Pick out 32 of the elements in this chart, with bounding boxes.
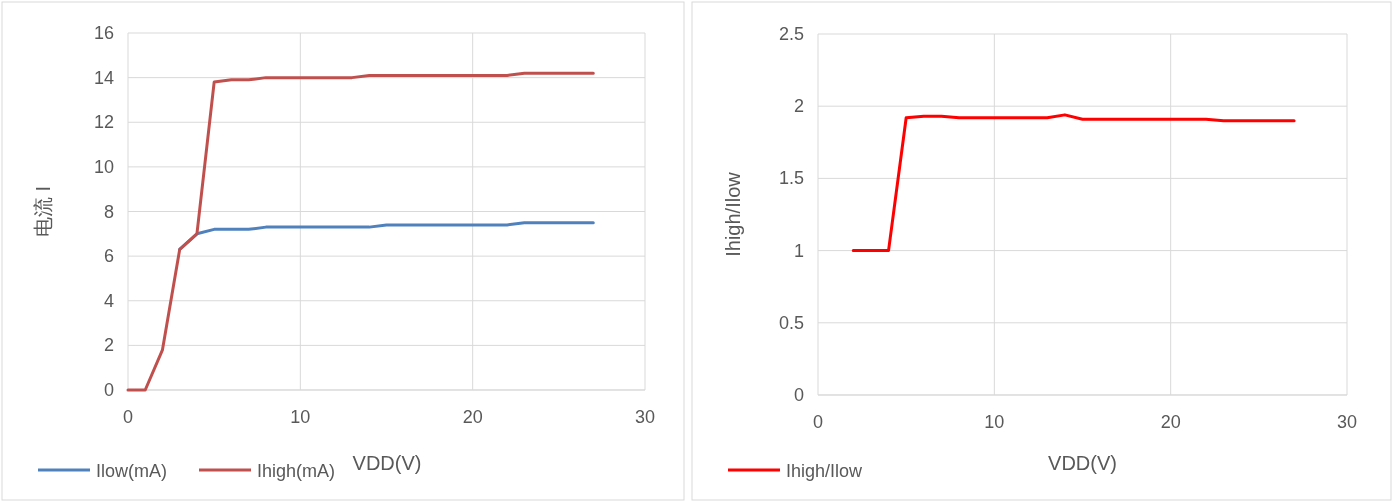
- y-tick-label: 12: [93, 112, 114, 133]
- y-tick-label: 1.5: [778, 168, 804, 189]
- legend-label: Ihigh(mA): [257, 461, 336, 481]
- y-axis-title: 电流 I: [32, 185, 54, 238]
- y-axis-title: Ihigh/Ilow: [722, 171, 744, 257]
- y-tick-label: 1: [793, 240, 804, 261]
- line-series: [851, 113, 1296, 253]
- y-tick-label: 16: [93, 23, 114, 43]
- legend-label: Ihigh/Ilow: [786, 461, 864, 481]
- y-tick-label: 2: [793, 96, 804, 117]
- y-tick-label: 6: [103, 246, 114, 267]
- y-tick-label: 8: [103, 201, 114, 222]
- x-axis-title: VDD(V): [352, 452, 422, 474]
- x-tick-label: 0: [122, 407, 134, 427]
- legend-label: Ilow(mA): [96, 461, 167, 481]
- y-tick-label: 2: [103, 335, 114, 356]
- x-tick-label: 20: [1160, 412, 1181, 432]
- x-tick-label: 10: [290, 407, 311, 427]
- x-tick-label: 20: [462, 407, 483, 427]
- y-tick-label: 0: [793, 385, 804, 405]
- x-tick-label: 30: [634, 407, 656, 427]
- x-axis-title: VDD(V): [1048, 452, 1117, 474]
- y-tick-label: 4: [103, 290, 114, 311]
- y-tick-label: 10: [93, 156, 114, 177]
- x-tick-label: 10: [984, 412, 1005, 432]
- y-tick-label: 14: [93, 67, 114, 88]
- x-tick-label: 30: [1336, 412, 1358, 432]
- y-tick-label: 2.5: [778, 24, 804, 44]
- y-tick-label: 0: [103, 380, 114, 400]
- y-tick-label: 0.5: [778, 312, 804, 333]
- line-series: [126, 71, 595, 392]
- x-tick-label: 0: [812, 412, 824, 432]
